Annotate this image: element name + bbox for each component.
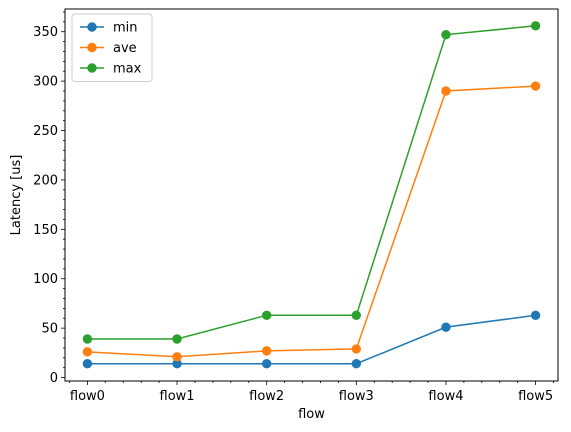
x-axis-label: flow bbox=[298, 407, 325, 422]
x-tick-label: flow3 bbox=[339, 389, 374, 404]
legend: min ave max bbox=[72, 14, 152, 82]
data-point-max bbox=[352, 311, 360, 319]
y-tick-label: 250 bbox=[33, 124, 58, 139]
legend-label: min bbox=[113, 21, 138, 36]
legend-marker bbox=[88, 23, 96, 31]
y-tick-label: 300 bbox=[33, 75, 58, 90]
data-point-min bbox=[442, 323, 450, 331]
data-point-ave bbox=[352, 345, 360, 353]
x-tick-label: flow1 bbox=[160, 389, 195, 404]
data-point-min bbox=[83, 360, 91, 368]
y-tick-label: 0 bbox=[50, 371, 58, 386]
legend-label: max bbox=[113, 62, 142, 77]
x-tick-label: flow0 bbox=[70, 389, 105, 404]
data-point-max bbox=[262, 311, 270, 319]
y-tick-label: 100 bbox=[33, 272, 58, 287]
x-tick-label: flow5 bbox=[518, 389, 553, 404]
data-point-min bbox=[531, 311, 539, 319]
y-tick-label: 200 bbox=[33, 173, 58, 188]
legend-marker bbox=[88, 43, 96, 51]
data-point-ave bbox=[531, 82, 539, 90]
y-tick-label: 50 bbox=[41, 322, 58, 337]
data-point-ave bbox=[83, 348, 91, 356]
y-axis-label: Latency [us] bbox=[9, 155, 24, 236]
y-tick-label: 350 bbox=[33, 25, 58, 40]
data-point-max bbox=[173, 335, 181, 343]
data-point-ave bbox=[173, 353, 181, 361]
data-point-ave bbox=[442, 87, 450, 95]
data-point-max bbox=[442, 30, 450, 38]
y-tick-label: 150 bbox=[33, 223, 58, 238]
legend-label: ave bbox=[113, 41, 137, 56]
legend-marker bbox=[88, 64, 96, 72]
data-point-max bbox=[531, 22, 539, 30]
data-point-min bbox=[262, 360, 270, 368]
data-point-ave bbox=[262, 347, 270, 355]
data-point-min bbox=[352, 360, 360, 368]
x-tick-label: flow2 bbox=[249, 389, 284, 404]
data-point-max bbox=[83, 335, 91, 343]
x-tick-label: flow4 bbox=[428, 389, 463, 404]
